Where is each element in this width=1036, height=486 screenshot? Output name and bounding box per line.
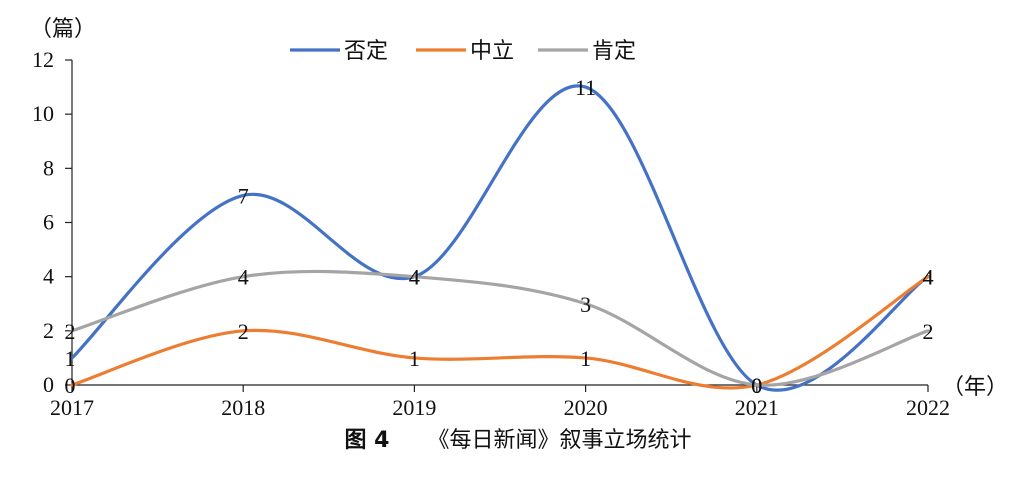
y-tick-label: 8	[43, 155, 54, 180]
figure-caption: 图 4 《每日新闻》叙事立场统计	[0, 422, 1036, 454]
series-line-1	[70, 84, 930, 392]
y-axis-unit: （篇）	[30, 17, 96, 42]
x-tick-label: 2020	[564, 395, 608, 420]
data-label: 2	[238, 319, 249, 344]
data-label: 1	[65, 346, 76, 371]
data-label: 1	[580, 346, 591, 371]
x-tick-label: 2018	[221, 395, 265, 420]
data-label: 11	[575, 75, 596, 100]
y-tick-label: 2	[43, 318, 54, 343]
legend-label: 中立	[470, 39, 514, 64]
data-label: 0	[751, 373, 762, 398]
data-label: 4	[923, 265, 934, 290]
data-label: 2	[65, 319, 76, 344]
x-tick-label: 2022	[906, 395, 950, 420]
legend-label: 肯定	[592, 39, 636, 64]
series-lines	[70, 84, 930, 392]
figure-title: 《每日新闻》叙事立场统计	[427, 428, 692, 453]
data-label: 0	[65, 373, 76, 398]
legend: 否定 中立 肯定	[290, 39, 636, 64]
data-label: 4	[409, 265, 420, 290]
x-tick-label: 2017	[50, 395, 94, 420]
series-line-2	[70, 275, 930, 390]
data-label: 2	[923, 319, 934, 344]
x-tick-label: 2021	[735, 395, 779, 420]
x-tick-label: 2019	[392, 395, 436, 420]
y-tick-label: 6	[43, 210, 54, 235]
y-tick-label: 12	[32, 47, 54, 72]
data-label: 4	[923, 265, 934, 290]
y-tick-label: 0	[43, 372, 54, 397]
series-line-3	[70, 269, 930, 387]
data-label: 3	[580, 292, 591, 317]
legend-label: 否定	[344, 39, 388, 64]
data-label: 7	[238, 183, 249, 208]
x-axis-unit: （年）	[942, 375, 1008, 400]
y-tick-label: 10	[32, 101, 54, 126]
y-tick-label: 4	[43, 264, 54, 289]
data-label: 4	[238, 265, 249, 290]
data-label: 0	[751, 373, 762, 398]
figure-label: 图 4	[344, 428, 390, 453]
data-label: 4	[409, 265, 420, 290]
data-label: 1	[409, 346, 420, 371]
data-label: 0	[751, 373, 762, 398]
